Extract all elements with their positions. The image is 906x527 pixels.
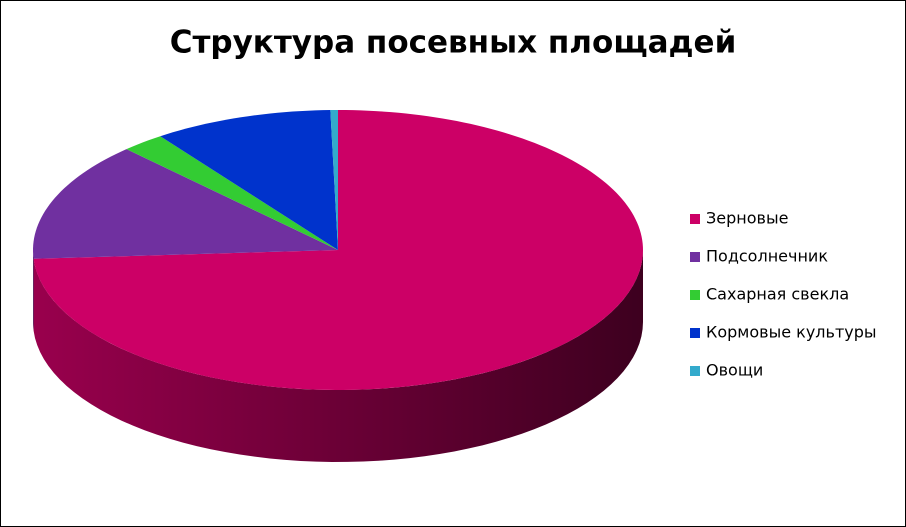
legend-swatch bbox=[690, 328, 700, 338]
chart-title: Структура посевных площадей bbox=[170, 25, 737, 61]
legend-swatch bbox=[690, 214, 700, 224]
legend-swatch bbox=[690, 252, 700, 262]
slice bbox=[330, 110, 338, 250]
legend-label: Зерновые bbox=[706, 209, 788, 228]
legend: Зерновые Подсолнечник Сахарная свекла Кормо… bbox=[690, 209, 877, 380]
slice bbox=[33, 110, 643, 390]
legend-label: Сахарная свекла bbox=[706, 285, 849, 304]
slice bbox=[33, 149, 338, 259]
legend-label: Овощи bbox=[706, 361, 763, 380]
legend-label: Подсолнечник bbox=[706, 247, 828, 266]
slice bbox=[126, 136, 338, 250]
legend-label: Кормовые культуры bbox=[706, 323, 877, 342]
legend-swatch bbox=[690, 290, 700, 300]
slice bbox=[160, 110, 338, 250]
slice-side bbox=[33, 250, 643, 462]
slice-side bbox=[33, 250, 34, 331]
pie bbox=[33, 110, 643, 462]
legend-swatch bbox=[690, 366, 700, 376]
